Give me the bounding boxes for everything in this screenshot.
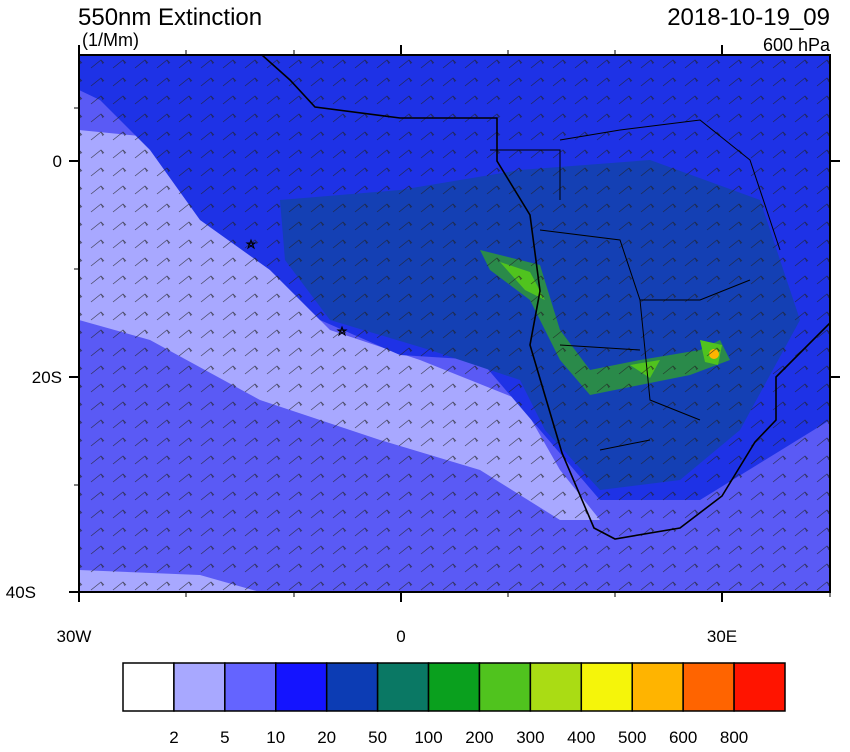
map-field xyxy=(79,55,830,592)
site-marker xyxy=(336,325,348,337)
colorbar-label: 500 xyxy=(618,728,646,747)
colorbar-label: 5 xyxy=(220,728,229,747)
colorbar-label: 10 xyxy=(266,728,285,747)
title: 550nm Extinction xyxy=(78,4,262,31)
colorbar-box xyxy=(376,662,430,712)
wind-barbs xyxy=(79,55,830,592)
colorbar-box xyxy=(529,662,583,712)
colorbar-label: 2 xyxy=(169,728,178,747)
plot-frame xyxy=(78,54,831,593)
colorbar-label: 100 xyxy=(414,728,442,747)
colorbar-box xyxy=(122,662,175,712)
colorbar-box xyxy=(478,662,532,712)
colorbar-box xyxy=(224,662,277,712)
colorbar-box xyxy=(275,662,328,712)
colorbar-label: 800 xyxy=(720,728,748,747)
lon-label: 30W xyxy=(57,627,92,646)
axis-ticks xyxy=(69,45,840,602)
lat-label: 0 xyxy=(53,152,62,171)
colorbar-label: 20 xyxy=(317,728,336,747)
lat-label: 40S xyxy=(6,583,36,602)
colorbar-box xyxy=(733,662,786,712)
colorbar-label: 400 xyxy=(567,728,595,747)
colorbar-box xyxy=(427,662,481,712)
level: 600 hPa xyxy=(763,35,831,55)
colorbar-box xyxy=(682,662,735,712)
lon-label: 0 xyxy=(396,627,405,646)
colorbar-label: 300 xyxy=(516,728,544,747)
borders xyxy=(490,119,781,451)
colorbar: 2 5 10 20 50 100 200 300 400 500 600 800 xyxy=(122,662,786,747)
coastline xyxy=(261,55,830,540)
colorbar-label: 50 xyxy=(368,728,387,747)
colorbar-label: 200 xyxy=(465,728,493,747)
colorbar-box xyxy=(631,662,684,712)
colorbar-box xyxy=(325,662,379,712)
colorbar-box xyxy=(173,662,226,712)
colorbar-box xyxy=(580,662,633,712)
colorbar-label: 600 xyxy=(669,728,697,747)
lat-label: 20S xyxy=(32,368,62,387)
date: 2018-10-19_09 xyxy=(667,4,830,31)
lon-label: 30E xyxy=(707,627,737,646)
site-marker xyxy=(245,238,257,250)
units: (1/Mm) xyxy=(82,30,139,50)
